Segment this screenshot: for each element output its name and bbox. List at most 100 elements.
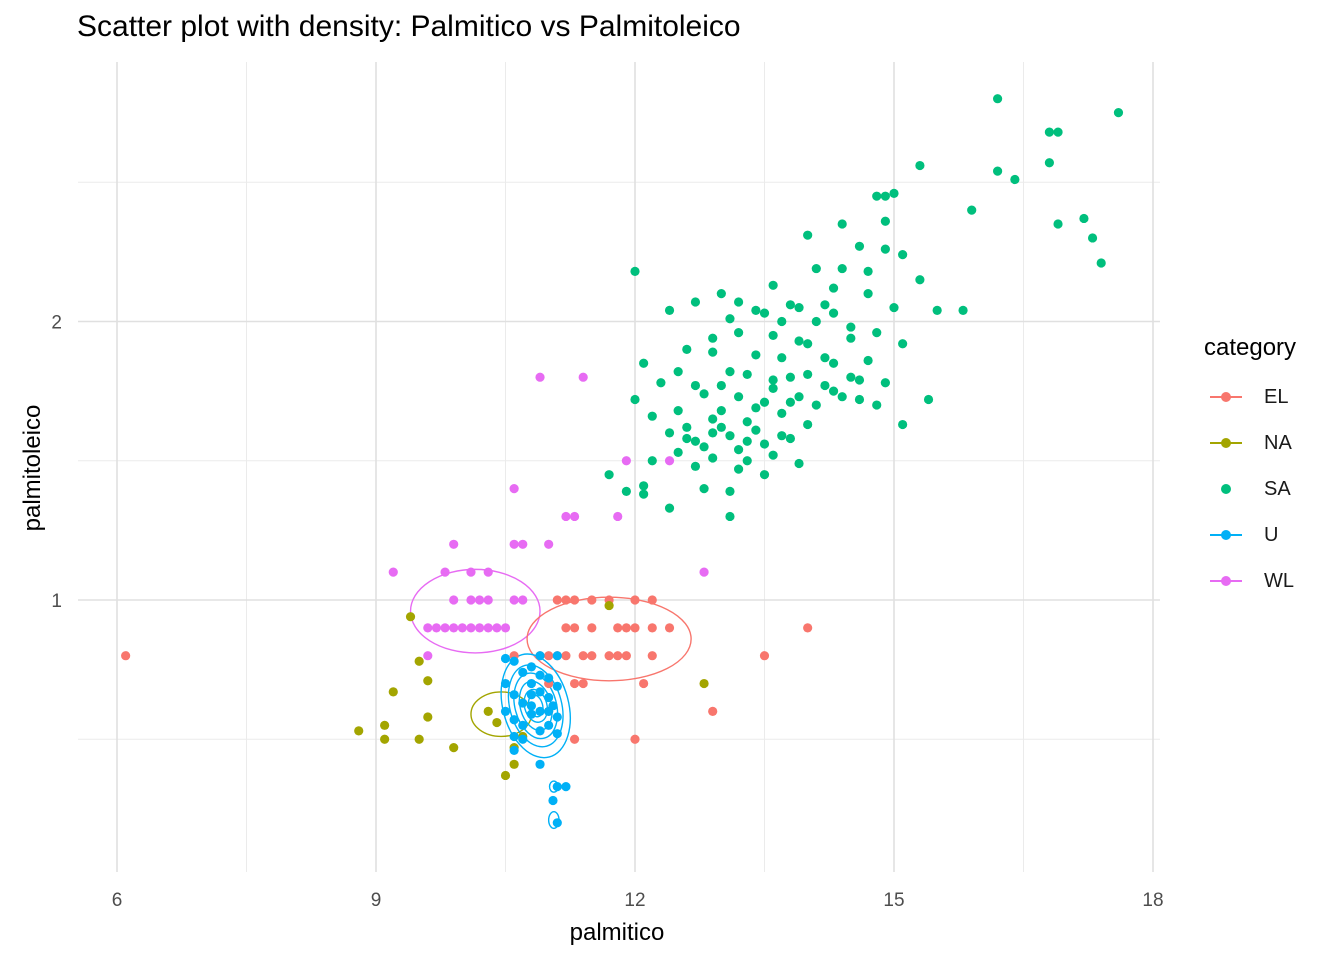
data-point-sa xyxy=(828,386,839,396)
data-point-u xyxy=(518,667,528,678)
data-point-na xyxy=(380,734,390,744)
data-point-sa xyxy=(837,392,847,402)
data-point-wl xyxy=(544,539,554,549)
data-point-sa xyxy=(690,461,701,471)
data-point-sa xyxy=(682,433,692,444)
data-point-el xyxy=(621,623,631,633)
data-point-sa xyxy=(708,428,718,438)
data-point-sa xyxy=(993,166,1003,176)
data-point-wl xyxy=(699,567,709,577)
data-point-na xyxy=(405,612,416,622)
data-point-sa xyxy=(690,380,701,391)
data-point-sa xyxy=(708,414,718,424)
data-point-sa xyxy=(854,375,865,385)
legend: category EL NA SA U WL xyxy=(1204,334,1296,604)
data-point-sa xyxy=(923,394,934,405)
data-point-sa xyxy=(682,422,692,432)
data-point-wl xyxy=(509,595,519,605)
data-point-wl xyxy=(535,372,545,382)
data-point-sa xyxy=(872,191,882,201)
data-point-sa xyxy=(725,486,735,496)
data-point-u xyxy=(535,670,545,680)
data-point-sa xyxy=(751,350,761,360)
data-point-sa xyxy=(803,369,813,380)
data-point-u xyxy=(561,781,571,792)
data-point-sa xyxy=(889,188,899,198)
grid-lines xyxy=(78,62,1160,872)
data-point-sa xyxy=(690,436,701,446)
data-point-sa xyxy=(699,484,709,494)
data-point-sa xyxy=(742,417,752,427)
data-point-el xyxy=(569,734,580,744)
data-point-u xyxy=(535,706,545,717)
data-point-sa xyxy=(768,280,778,290)
data-point-sa xyxy=(803,339,813,349)
data-point-sa xyxy=(967,205,977,215)
data-point-sa xyxy=(708,333,718,343)
legend-label: WL xyxy=(1264,569,1294,592)
data-point-sa xyxy=(630,394,640,405)
data-point-sa xyxy=(811,316,821,327)
data-point-el xyxy=(708,706,718,717)
data-point-sa xyxy=(716,422,726,432)
data-point-u xyxy=(518,698,528,708)
data-point-sa xyxy=(785,433,796,444)
data-point-sa xyxy=(725,431,735,441)
data-point-sa xyxy=(656,378,666,388)
data-point-el xyxy=(587,623,597,633)
data-point-sa xyxy=(915,160,925,171)
legend-label: U xyxy=(1264,523,1279,546)
data-point-wl xyxy=(466,595,476,605)
legend-key xyxy=(1204,479,1248,499)
legend-items: EL NA SA U WL xyxy=(1204,374,1296,604)
data-point-el xyxy=(621,651,631,661)
data-point-sa xyxy=(716,380,726,391)
data-point-el xyxy=(803,623,813,633)
data-point-sa xyxy=(759,439,770,449)
data-point-wl xyxy=(388,567,398,577)
data-point-u xyxy=(552,729,562,739)
data-point-sa xyxy=(803,230,813,240)
data-point-el xyxy=(647,595,657,605)
data-point-el xyxy=(587,595,597,605)
data-point-sa xyxy=(647,456,657,466)
data-point-sa xyxy=(768,450,778,460)
data-point-wl xyxy=(457,623,467,633)
data-point-sa xyxy=(673,367,683,377)
data-point-wl xyxy=(483,623,493,633)
data-point-sa xyxy=(846,322,856,332)
data-point-sa xyxy=(820,300,830,310)
data-point-wl xyxy=(431,623,442,633)
data-point-sa xyxy=(751,403,761,413)
data-point-sa xyxy=(828,358,839,368)
legend-item-sa: SA xyxy=(1204,466,1296,512)
legend-label: EL xyxy=(1264,385,1289,408)
data-point-u xyxy=(509,731,519,742)
legend-title: category xyxy=(1204,334,1297,361)
data-point-sa xyxy=(647,411,657,421)
data-point-sa xyxy=(734,464,744,474)
data-point-u xyxy=(526,662,537,672)
data-point-u xyxy=(544,720,554,730)
data-point-sa xyxy=(716,406,726,416)
data-point-na xyxy=(414,734,424,744)
data-point-wl xyxy=(578,372,588,382)
data-point-na xyxy=(483,706,493,717)
data-point-wl xyxy=(664,456,675,466)
data-point-el xyxy=(121,651,131,661)
data-point-wl xyxy=(423,651,433,661)
data-point-sa xyxy=(673,406,683,416)
data-point-na xyxy=(509,759,519,769)
data-point-sa xyxy=(846,333,856,343)
data-point-sa xyxy=(898,419,908,430)
data-point-wl xyxy=(440,623,450,633)
data-point-sa xyxy=(1079,213,1089,224)
data-point-na xyxy=(380,720,390,730)
data-point-u xyxy=(552,781,562,792)
data-point-wl xyxy=(483,567,493,577)
data-point-sa xyxy=(794,458,804,469)
data-point-na xyxy=(492,717,502,728)
legend-key xyxy=(1204,525,1248,545)
data-point-sa xyxy=(811,263,821,274)
